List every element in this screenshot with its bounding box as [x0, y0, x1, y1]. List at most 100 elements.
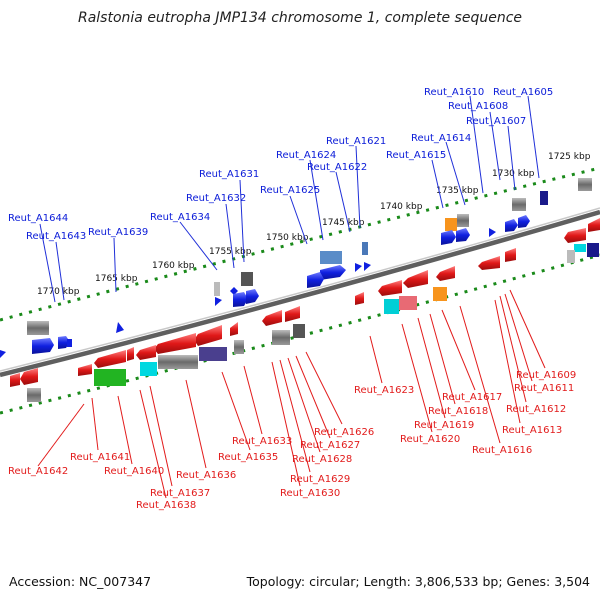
gene-feature[interactable] [355, 263, 362, 272]
gene-label[interactable]: Reut_A1612 [506, 404, 566, 415]
gene-label[interactable]: Reut_A1613 [502, 425, 562, 436]
gene-feature[interactable] [230, 287, 238, 295]
gene-label[interactable]: Reut_A1618 [428, 406, 488, 417]
gene-feature[interactable] [403, 270, 428, 288]
gene-feature[interactable] [384, 299, 399, 314]
gene-label[interactable]: Reut_A1630 [280, 488, 340, 499]
gene-feature[interactable] [215, 297, 222, 306]
gene-label[interactable]: Reut_A1631 [199, 169, 259, 180]
gene-label[interactable]: Reut_A1644 [8, 213, 68, 224]
gene-feature[interactable] [32, 338, 54, 354]
gene-feature[interactable] [214, 282, 220, 296]
gene-label[interactable]: Reut_A1643 [26, 231, 86, 242]
gene-feature[interactable] [320, 251, 342, 264]
gene-feature[interactable] [285, 306, 300, 322]
gene-label[interactable]: Reut_A1625 [260, 185, 320, 196]
gene-feature[interactable] [78, 364, 92, 376]
gene-feature[interactable] [567, 250, 575, 263]
gene-feature[interactable] [27, 321, 49, 335]
gene-label[interactable]: Reut_A1621 [326, 136, 386, 147]
gene-feature[interactable] [293, 324, 305, 338]
tick-label: 1725 kbp [548, 152, 591, 162]
gene-feature[interactable] [94, 369, 126, 386]
gene-feature[interactable] [518, 215, 530, 228]
gene-feature[interactable] [578, 178, 592, 191]
gene-feature[interactable] [362, 242, 368, 255]
gene-feature[interactable] [505, 248, 516, 262]
gene-feature[interactable] [127, 347, 134, 361]
gene-feature[interactable] [320, 265, 346, 280]
gene-feature[interactable] [588, 218, 600, 232]
gene-feature[interactable] [512, 198, 526, 211]
gene-feature[interactable] [540, 191, 548, 205]
gene-feature[interactable] [230, 322, 238, 336]
gene-feature[interactable] [136, 345, 156, 360]
gene-label[interactable]: Reut_A1635 [218, 452, 278, 463]
gene-feature[interactable] [489, 228, 496, 237]
gene-feature[interactable] [199, 347, 227, 361]
gene-feature[interactable] [441, 230, 456, 245]
gene-label[interactable]: Reut_A1607 [466, 116, 526, 127]
gene-feature[interactable] [436, 266, 455, 281]
gene-feature[interactable] [246, 289, 259, 304]
gene-feature[interactable] [116, 322, 124, 333]
gene-feature[interactable] [233, 292, 248, 307]
gene-label[interactable]: Reut_A1626 [314, 427, 374, 438]
gene-label[interactable]: Reut_A1642 [8, 466, 68, 477]
gene-label[interactable]: Reut_A1624 [276, 150, 336, 161]
gene-label[interactable]: Reut_A1608 [448, 101, 508, 112]
gene-label[interactable]: Reut_A1641 [70, 452, 130, 463]
gene-label[interactable]: Reut_A1628 [292, 454, 352, 465]
gene-label[interactable]: Reut_A1620 [400, 434, 460, 445]
gene-label[interactable]: Reut_A1629 [290, 474, 350, 485]
gene-label[interactable]: Reut_A1622 [307, 162, 367, 173]
gene-label[interactable]: Reut_A1615 [386, 150, 446, 161]
gene-feature[interactable] [456, 228, 470, 242]
gene-feature[interactable] [94, 350, 126, 368]
gene-feature[interactable] [364, 262, 371, 271]
gene-label[interactable]: Reut_A1605 [493, 87, 553, 98]
gene-label[interactable]: Reut_A1616 [472, 445, 532, 456]
gene-feature[interactable] [154, 333, 196, 354]
gene-feature[interactable] [355, 292, 364, 305]
gene-label[interactable]: Reut_A1636 [176, 470, 236, 481]
gene-label[interactable]: Reut_A1614 [411, 133, 471, 144]
gene-feature[interactable] [20, 368, 38, 385]
gene-feature[interactable] [378, 280, 402, 296]
gene-label[interactable]: Reut_A1632 [186, 193, 246, 204]
gene-feature[interactable] [27, 388, 41, 402]
gene-feature[interactable] [272, 330, 290, 345]
gene-feature[interactable] [158, 355, 198, 369]
gene-feature[interactable] [67, 339, 72, 347]
gene-feature[interactable] [505, 219, 518, 232]
gene-feature[interactable] [307, 272, 324, 288]
gene-feature[interactable] [564, 228, 586, 243]
gene-label[interactable]: Reut_A1609 [516, 370, 576, 381]
gene-feature[interactable] [241, 272, 253, 286]
gene-feature[interactable] [478, 256, 500, 270]
gene-feature[interactable] [399, 296, 417, 310]
gene-label[interactable]: Reut_A1617 [442, 392, 502, 403]
gene-label[interactable]: Reut_A1623 [354, 385, 414, 396]
gene-feature[interactable] [587, 243, 599, 257]
gene-feature[interactable] [10, 373, 20, 387]
gene-label[interactable]: Reut_A1619 [414, 420, 474, 431]
gene-feature[interactable] [262, 310, 282, 326]
gene-label[interactable]: Reut_A1637 [150, 488, 210, 499]
gene-label[interactable]: Reut_A1639 [88, 227, 148, 238]
gene-label[interactable]: Reut_A1627 [300, 440, 360, 451]
gene-feature[interactable] [574, 244, 586, 252]
gene-label[interactable]: Reut_A1610 [424, 87, 484, 98]
gene-label[interactable]: Reut_A1634 [150, 212, 210, 223]
gene-feature[interactable] [140, 362, 157, 376]
gene-feature[interactable] [445, 218, 457, 231]
gene-label[interactable]: Reut_A1640 [104, 466, 164, 477]
gene-feature[interactable] [194, 325, 222, 346]
gene-feature[interactable] [234, 340, 244, 354]
gene-label[interactable]: Reut_A1633 [232, 436, 292, 447]
gene-feature[interactable] [433, 287, 447, 301]
gene-feature[interactable] [0, 350, 6, 358]
gene-label[interactable]: Reut_A1638 [136, 500, 196, 511]
gene-feature[interactable] [457, 214, 469, 227]
gene-label[interactable]: Reut_A1611 [514, 383, 574, 394]
